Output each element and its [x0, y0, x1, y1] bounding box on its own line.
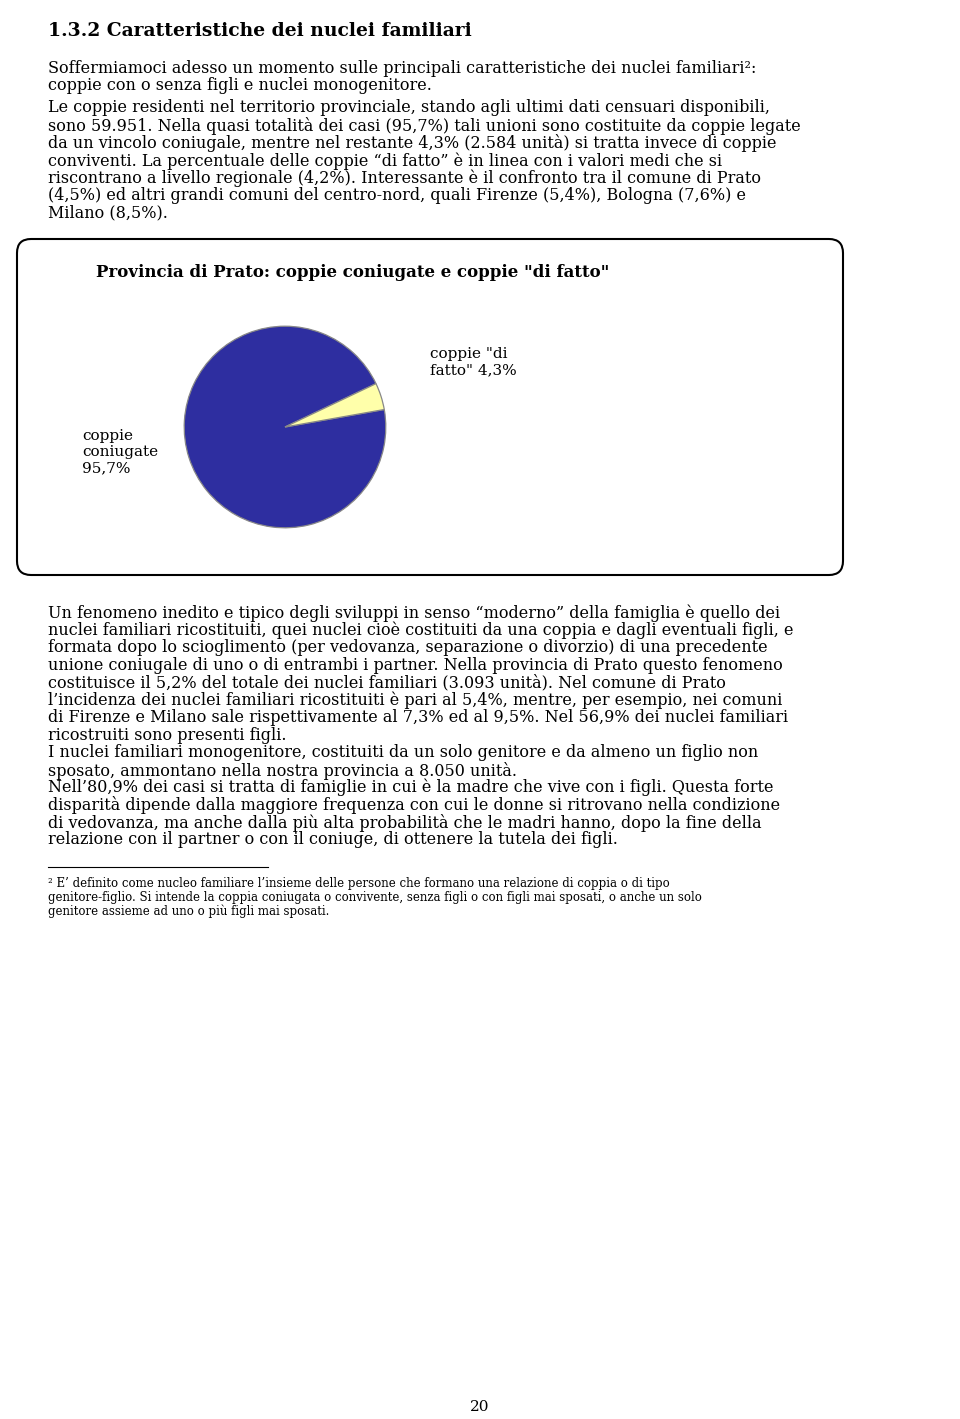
Text: sposato, ammontano nella nostra provincia a 8.050 unità.: sposato, ammontano nella nostra provinci…	[48, 762, 517, 779]
Text: coppie: coppie	[82, 429, 133, 443]
Text: ² E’ definito come nucleo familiare l’insieme delle persone che formano una rela: ² E’ definito come nucleo familiare l’in…	[48, 877, 670, 890]
FancyBboxPatch shape	[17, 238, 843, 575]
Text: Milano (8,5%).: Milano (8,5%).	[48, 204, 168, 221]
Text: formata dopo lo scioglimento (per vedovanza, separazione o divorzio) di una prec: formata dopo lo scioglimento (per vedova…	[48, 639, 768, 656]
Text: riscontrano a livello regionale (4,2%). Interessante è il confronto tra il comun: riscontrano a livello regionale (4,2%). …	[48, 169, 761, 187]
Text: costituisce il 5,2% del totale dei nuclei familiari (3.093 unità). Nel comune di: costituisce il 5,2% del totale dei nucle…	[48, 674, 726, 691]
Text: fatto" 4,3%: fatto" 4,3%	[430, 363, 516, 377]
Text: di vedovanza, ma anche dalla più alta probabilità che le madri hanno, dopo la fi: di vedovanza, ma anche dalla più alta pr…	[48, 815, 761, 832]
Text: 95,7%: 95,7%	[82, 461, 131, 475]
Text: Nell’80,9% dei casi si tratta di famiglie in cui è la madre che vive con i figli: Nell’80,9% dei casi si tratta di famigli…	[48, 779, 774, 796]
Text: ricostruiti sono presenti figli.: ricostruiti sono presenti figli.	[48, 727, 286, 744]
Wedge shape	[184, 326, 386, 528]
Text: 1.3.2 Caratteristiche dei nuclei familiari: 1.3.2 Caratteristiche dei nuclei familia…	[48, 23, 471, 40]
Text: disparità dipende dalla maggiore frequenza con cui le donne si ritrovano nella c: disparità dipende dalla maggiore frequen…	[48, 796, 780, 815]
Text: di Firenze e Milano sale rispettivamente al 7,3% ed al 9,5%. Nel 56,9% dei nucle: di Firenze e Milano sale rispettivamente…	[48, 710, 788, 727]
Text: unione coniugale di uno o di entrambi i partner. Nella provincia di Prato questo: unione coniugale di uno o di entrambi i …	[48, 657, 782, 674]
Text: coppie con o senza figli e nuclei monogenitore.: coppie con o senza figli e nuclei monoge…	[48, 78, 432, 95]
Wedge shape	[285, 383, 384, 427]
Text: genitore assieme ad uno o più figli mai sposati.: genitore assieme ad uno o più figli mai …	[48, 905, 329, 918]
Text: relazione con il partner o con il coniuge, di ottenere la tutela dei figli.: relazione con il partner o con il coniug…	[48, 832, 618, 849]
Text: coppie "di: coppie "di	[430, 348, 508, 360]
Text: (4,5%) ed altri grandi comuni del centro-nord, quali Firenze (5,4%), Bologna (7,: (4,5%) ed altri grandi comuni del centro…	[48, 187, 746, 204]
Text: Un fenomeno inedito e tipico degli sviluppi in senso “moderno” della famiglia è : Un fenomeno inedito e tipico degli svilu…	[48, 604, 780, 622]
Text: da un vincolo coniugale, mentre nel restante 4,3% (2.584 unità) si tratta invece: da un vincolo coniugale, mentre nel rest…	[48, 135, 777, 152]
Text: conviventi. La percentuale delle coppie “di fatto” è in linea con i valori medi : conviventi. La percentuale delle coppie …	[48, 152, 722, 169]
Text: genitore-figlio. Si intende la coppia coniugata o convivente, senza figli o con : genitore-figlio. Si intende la coppia co…	[48, 891, 702, 904]
Text: sono 59.951. Nella quasi totalità dei casi (95,7%) tali unioni sono costituite d: sono 59.951. Nella quasi totalità dei ca…	[48, 116, 801, 135]
Text: Soffermiamoci adesso un momento sulle principali caratteristiche dei nuclei fami: Soffermiamoci adesso un momento sulle pr…	[48, 60, 756, 77]
Text: coniugate: coniugate	[82, 446, 158, 458]
Text: I nuclei familiari monogenitore, costituiti da un solo genitore e da almeno un f: I nuclei familiari monogenitore, costitu…	[48, 744, 758, 761]
Text: 20: 20	[470, 1401, 490, 1413]
Text: nuclei familiari ricostituiti, quei nuclei cioè costituiti da una coppia e dagli: nuclei familiari ricostituiti, quei nucl…	[48, 622, 794, 639]
Text: Le coppie residenti nel territorio provinciale, stando agli ultimi dati censuari: Le coppie residenti nel territorio provi…	[48, 99, 770, 116]
Text: l’incidenza dei nuclei familiari ricostituiti è pari al 5,4%, mentre, per esempi: l’incidenza dei nuclei familiari ricosti…	[48, 691, 782, 710]
Text: Provincia di Prato: coppie coniugate e coppie "di fatto": Provincia di Prato: coppie coniugate e c…	[96, 264, 610, 281]
